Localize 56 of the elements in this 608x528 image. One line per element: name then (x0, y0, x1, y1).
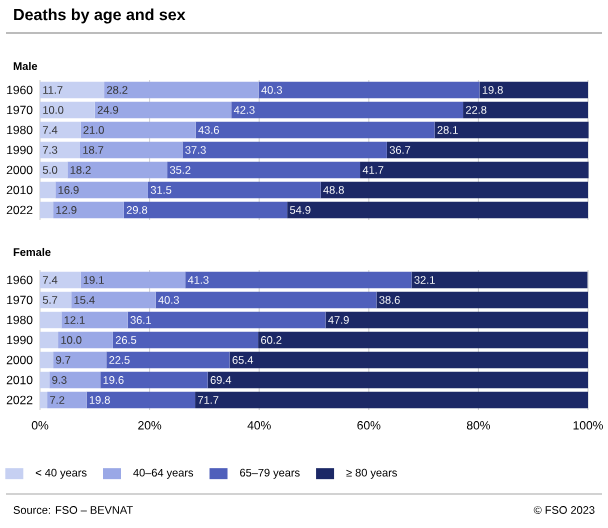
bar (106, 351, 230, 369)
bar (53, 201, 124, 219)
bar (123, 201, 288, 219)
bar (49, 371, 101, 389)
bar (40, 121, 81, 139)
bar (40, 331, 59, 349)
bar (360, 161, 589, 179)
chart-title: Deaths by age and sex (14, 8, 186, 24)
bar (112, 331, 259, 349)
bar (94, 101, 232, 119)
bar (207, 371, 589, 389)
bar (182, 141, 387, 159)
bar (47, 391, 87, 409)
bar (195, 121, 435, 139)
bar (40, 141, 80, 159)
bar (376, 291, 589, 309)
bar (479, 81, 589, 99)
bar (258, 331, 589, 349)
bar (155, 291, 377, 309)
bar (325, 311, 589, 329)
bar (58, 331, 113, 349)
bar (55, 181, 148, 199)
bar (104, 81, 259, 99)
bar (40, 351, 54, 369)
bar (80, 141, 183, 159)
bar (287, 201, 589, 219)
bar (258, 81, 480, 99)
bar (53, 351, 107, 369)
bar (434, 121, 589, 139)
bar (185, 271, 412, 289)
bar (147, 181, 321, 199)
bar (229, 351, 589, 369)
bar (195, 391, 589, 409)
bar (67, 161, 168, 179)
bar (411, 271, 588, 289)
bar (231, 101, 464, 119)
bar (167, 161, 361, 179)
bar (40, 371, 50, 389)
bar (40, 391, 48, 409)
bar (40, 271, 81, 289)
bar (40, 181, 56, 199)
bar (86, 391, 196, 409)
bar (320, 181, 589, 199)
bar (40, 311, 62, 329)
bar (40, 291, 72, 309)
bar (100, 371, 208, 389)
bar (80, 121, 196, 139)
bar (71, 291, 156, 309)
bar (61, 311, 128, 329)
bar (127, 311, 326, 329)
bar (40, 201, 54, 219)
bar (80, 271, 186, 289)
bar (463, 101, 589, 119)
bar (386, 141, 589, 159)
bar (40, 101, 95, 119)
bar (40, 81, 105, 99)
